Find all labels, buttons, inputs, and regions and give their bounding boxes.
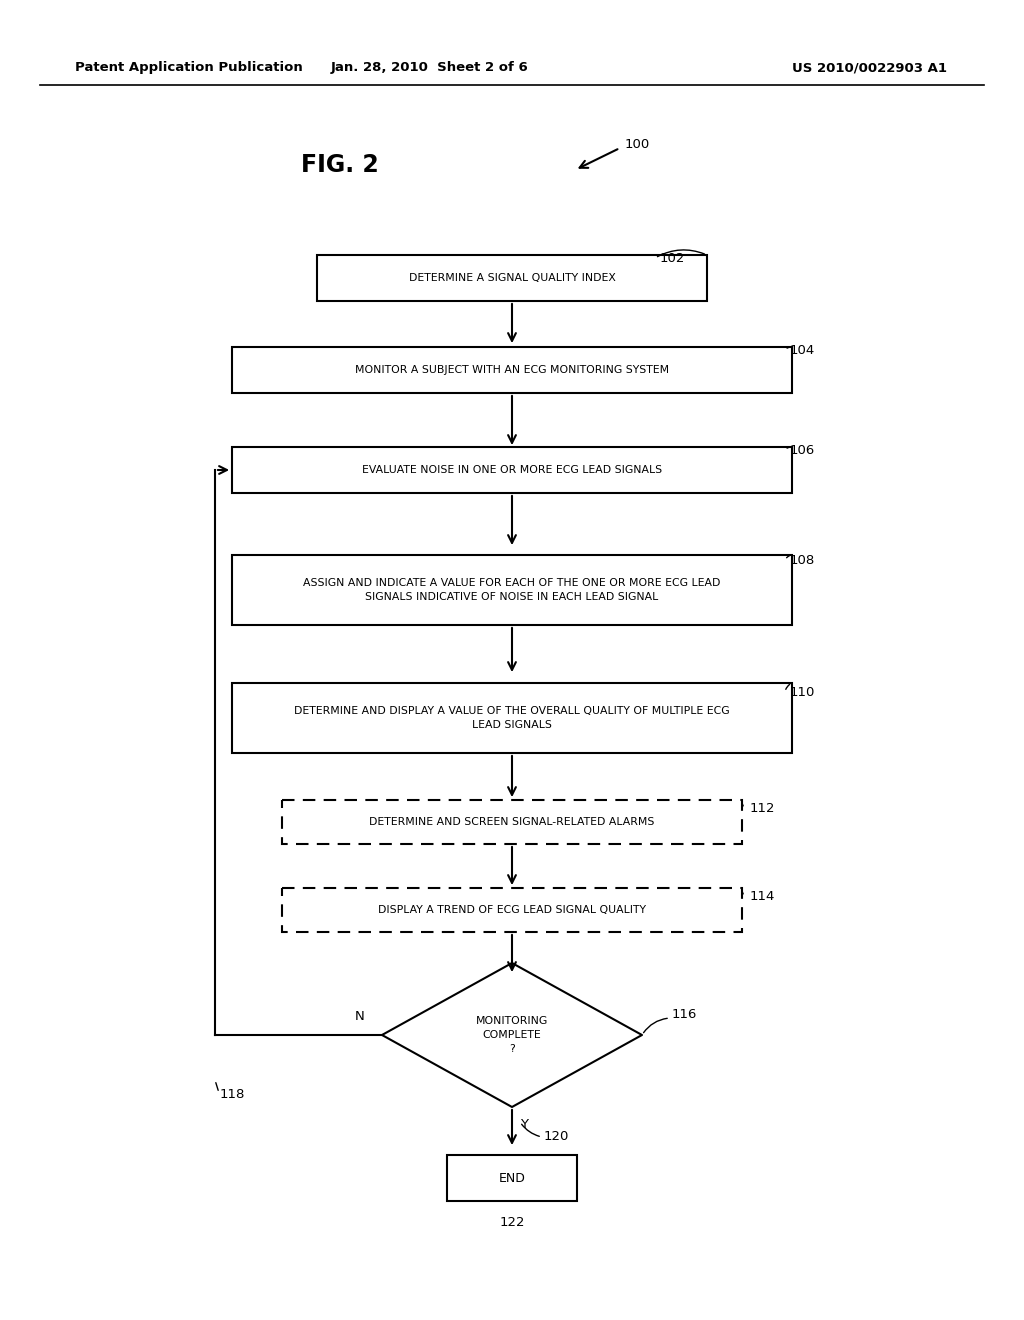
Bar — [447, 1155, 577, 1201]
Text: 110: 110 — [790, 685, 815, 698]
Bar — [232, 554, 792, 624]
Text: DETERMINE AND DISPLAY A VALUE OF THE OVERALL QUALITY OF MULTIPLE ECG
LEAD SIGNAL: DETERMINE AND DISPLAY A VALUE OF THE OVE… — [294, 706, 730, 730]
Text: 122: 122 — [500, 1217, 524, 1229]
Text: Jan. 28, 2010  Sheet 2 of 6: Jan. 28, 2010 Sheet 2 of 6 — [331, 62, 528, 74]
Text: 108: 108 — [790, 553, 815, 566]
Bar — [232, 347, 792, 393]
Text: 102: 102 — [660, 252, 685, 264]
Bar — [317, 255, 707, 301]
Text: DETERMINE A SIGNAL QUALITY INDEX: DETERMINE A SIGNAL QUALITY INDEX — [409, 273, 615, 282]
Text: DETERMINE AND SCREEN SIGNAL-RELATED ALARMS: DETERMINE AND SCREEN SIGNAL-RELATED ALAR… — [370, 817, 654, 828]
Bar — [282, 800, 742, 843]
Bar — [282, 888, 742, 932]
Bar — [232, 682, 792, 752]
Text: 106: 106 — [790, 444, 815, 457]
Text: 116: 116 — [672, 1008, 697, 1022]
Bar — [232, 447, 792, 492]
Text: 112: 112 — [750, 801, 775, 814]
Text: FIG. 2: FIG. 2 — [301, 153, 379, 177]
Text: 104: 104 — [790, 343, 815, 356]
Text: 120: 120 — [544, 1130, 569, 1143]
Text: 114: 114 — [750, 890, 775, 903]
Text: Y: Y — [520, 1118, 528, 1131]
Text: Patent Application Publication: Patent Application Publication — [75, 62, 303, 74]
Text: US 2010/0022903 A1: US 2010/0022903 A1 — [793, 62, 947, 74]
Text: MONITOR A SUBJECT WITH AN ECG MONITORING SYSTEM: MONITOR A SUBJECT WITH AN ECG MONITORING… — [355, 366, 669, 375]
Text: ASSIGN AND INDICATE A VALUE FOR EACH OF THE ONE OR MORE ECG LEAD
SIGNALS INDICAT: ASSIGN AND INDICATE A VALUE FOR EACH OF … — [303, 578, 721, 602]
Text: 100: 100 — [625, 139, 650, 152]
Text: 118: 118 — [220, 1089, 246, 1101]
Text: END: END — [499, 1172, 525, 1184]
Text: EVALUATE NOISE IN ONE OR MORE ECG LEAD SIGNALS: EVALUATE NOISE IN ONE OR MORE ECG LEAD S… — [361, 465, 663, 475]
Text: N: N — [354, 1011, 364, 1023]
Text: DISPLAY A TREND OF ECG LEAD SIGNAL QUALITY: DISPLAY A TREND OF ECG LEAD SIGNAL QUALI… — [378, 906, 646, 915]
Text: MONITORING
COMPLETE
?: MONITORING COMPLETE ? — [476, 1016, 548, 1053]
